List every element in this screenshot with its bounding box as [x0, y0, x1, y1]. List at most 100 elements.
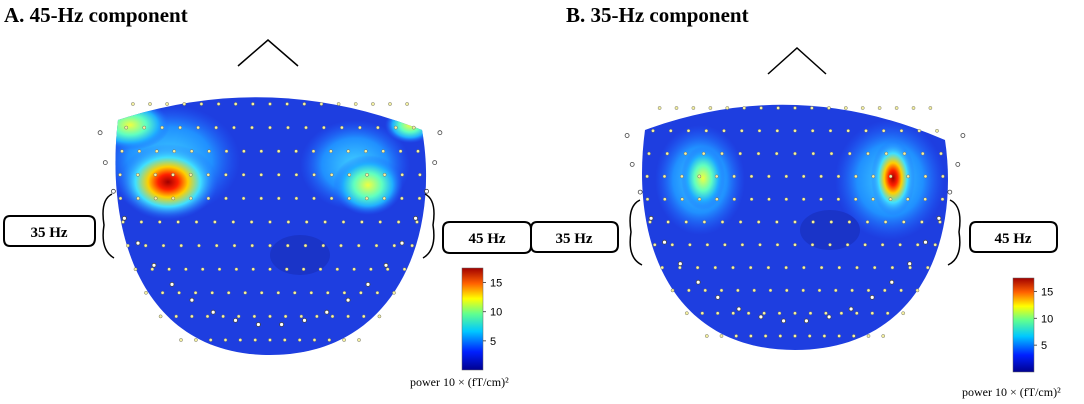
sensor [176, 220, 180, 224]
sensor [731, 311, 736, 316]
outer-sensor [960, 133, 966, 138]
sensor [793, 242, 797, 247]
sensor [301, 267, 306, 272]
sensor [828, 242, 832, 247]
sensor [708, 106, 713, 110]
sensor [881, 334, 886, 338]
sensor [801, 197, 806, 201]
sensor [774, 151, 779, 156]
outer-sensor [629, 161, 635, 167]
sensor [139, 220, 144, 224]
sensor [742, 106, 747, 110]
sensor [872, 265, 877, 270]
sensor [819, 265, 824, 270]
sensor [148, 102, 152, 106]
sensor [758, 242, 762, 247]
outer-sensor [955, 161, 961, 167]
outer-sensor [189, 297, 195, 303]
outer-sensor [383, 262, 389, 268]
sensor [154, 149, 159, 153]
sensor [817, 288, 822, 293]
sensor [179, 338, 183, 342]
outer-sensor [637, 189, 643, 195]
sensor [839, 311, 844, 316]
sensor [829, 220, 834, 224]
sensor [411, 125, 416, 130]
sensor [702, 220, 707, 224]
sensor [921, 151, 925, 156]
sensor [144, 290, 148, 295]
sensor [836, 174, 841, 179]
sensor [365, 172, 369, 177]
sensor [276, 290, 281, 295]
sensor [866, 334, 871, 338]
sensor [819, 197, 823, 201]
sensor [398, 149, 403, 153]
sensor [375, 290, 380, 295]
sensor [653, 242, 657, 247]
sensor [374, 243, 379, 248]
sensor [888, 174, 893, 179]
sensor [330, 314, 335, 319]
sensor [193, 290, 198, 295]
sensor [206, 196, 211, 201]
sensor [236, 314, 241, 319]
sensor [901, 311, 906, 316]
sensor [312, 172, 316, 177]
sensor [902, 220, 906, 224]
sensor [719, 334, 724, 338]
sensor [402, 267, 407, 272]
sensor [226, 290, 231, 295]
sensor [880, 242, 885, 247]
outer-sensor [758, 314, 764, 320]
sensor [670, 242, 675, 247]
sensor [852, 334, 856, 338]
sensor [174, 314, 178, 319]
sensor [941, 174, 945, 179]
sensor [680, 197, 685, 201]
sensor [292, 290, 297, 295]
sensor [822, 334, 827, 338]
sensor [848, 151, 852, 156]
sensor [855, 311, 859, 316]
sensor [808, 311, 813, 316]
sensor [899, 288, 903, 293]
sensor [118, 172, 122, 177]
sensor [268, 243, 272, 248]
sensor [923, 197, 928, 201]
sensor [660, 265, 665, 270]
sensor [216, 102, 221, 106]
sensor [645, 174, 649, 179]
sensor [740, 242, 745, 247]
outer-sensor [907, 261, 913, 267]
sensor [802, 265, 806, 270]
sensor [342, 290, 347, 295]
outer-sensor [848, 306, 854, 312]
sensor [920, 220, 924, 224]
sensor [400, 196, 404, 201]
sensor [224, 149, 229, 153]
sensor [165, 102, 169, 106]
sensor [908, 265, 912, 270]
sensor [184, 267, 188, 272]
outer-sensor [365, 281, 371, 287]
sensor [400, 172, 405, 177]
sensor [837, 265, 842, 270]
sensor [415, 220, 419, 224]
sensor [940, 197, 945, 201]
sensor [883, 288, 887, 293]
sensor [736, 288, 740, 293]
sensor [346, 149, 351, 153]
sensor [915, 288, 920, 293]
sensor [657, 106, 662, 110]
sensor [793, 151, 797, 156]
outer-sensor [432, 160, 438, 166]
sensor [190, 314, 194, 319]
outer-sensor [624, 133, 630, 138]
sensor [752, 288, 757, 293]
sensor [704, 128, 709, 133]
sensor [161, 243, 166, 248]
sensor [346, 314, 350, 319]
sensor [749, 334, 753, 338]
sensor [294, 196, 299, 201]
